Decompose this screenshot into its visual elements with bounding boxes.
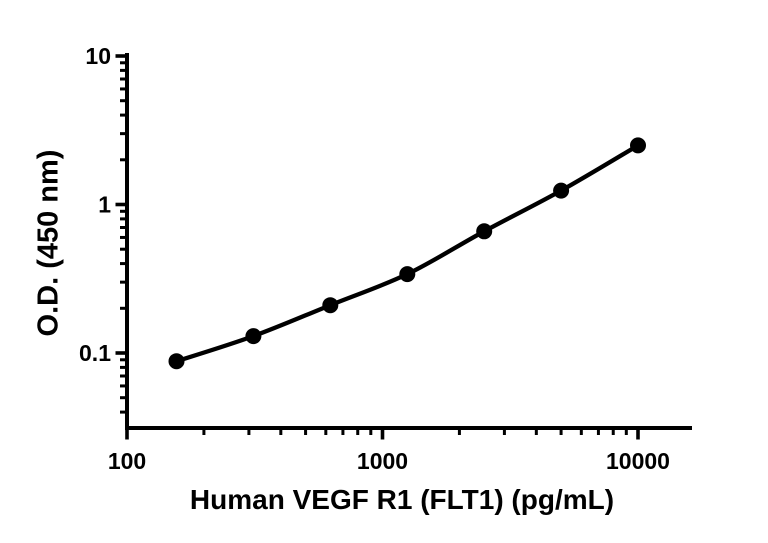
data-point-marker bbox=[322, 297, 339, 314]
x-tick-label: 100 bbox=[108, 448, 146, 474]
x-tick-label: 10000 bbox=[606, 448, 670, 474]
data-point-marker bbox=[553, 182, 570, 199]
data-point-marker bbox=[476, 223, 493, 240]
standard-curve-line bbox=[175, 143, 640, 364]
y-axis-title: O.D. (450 nm) bbox=[32, 149, 65, 337]
data-point-marker bbox=[168, 353, 185, 370]
y-tick-label: 10 bbox=[85, 43, 111, 69]
data-point-marker bbox=[399, 266, 416, 283]
data-point-marker bbox=[630, 137, 646, 154]
y-tick-label: 1 bbox=[98, 192, 111, 218]
data-point-marker bbox=[245, 328, 262, 345]
x-axis-title: Human VEGF R1 (FLT1) (pg/mL) bbox=[189, 484, 615, 515]
y-tick-label: 0.1 bbox=[79, 340, 111, 366]
x-tick-label: 1000 bbox=[357, 448, 408, 474]
